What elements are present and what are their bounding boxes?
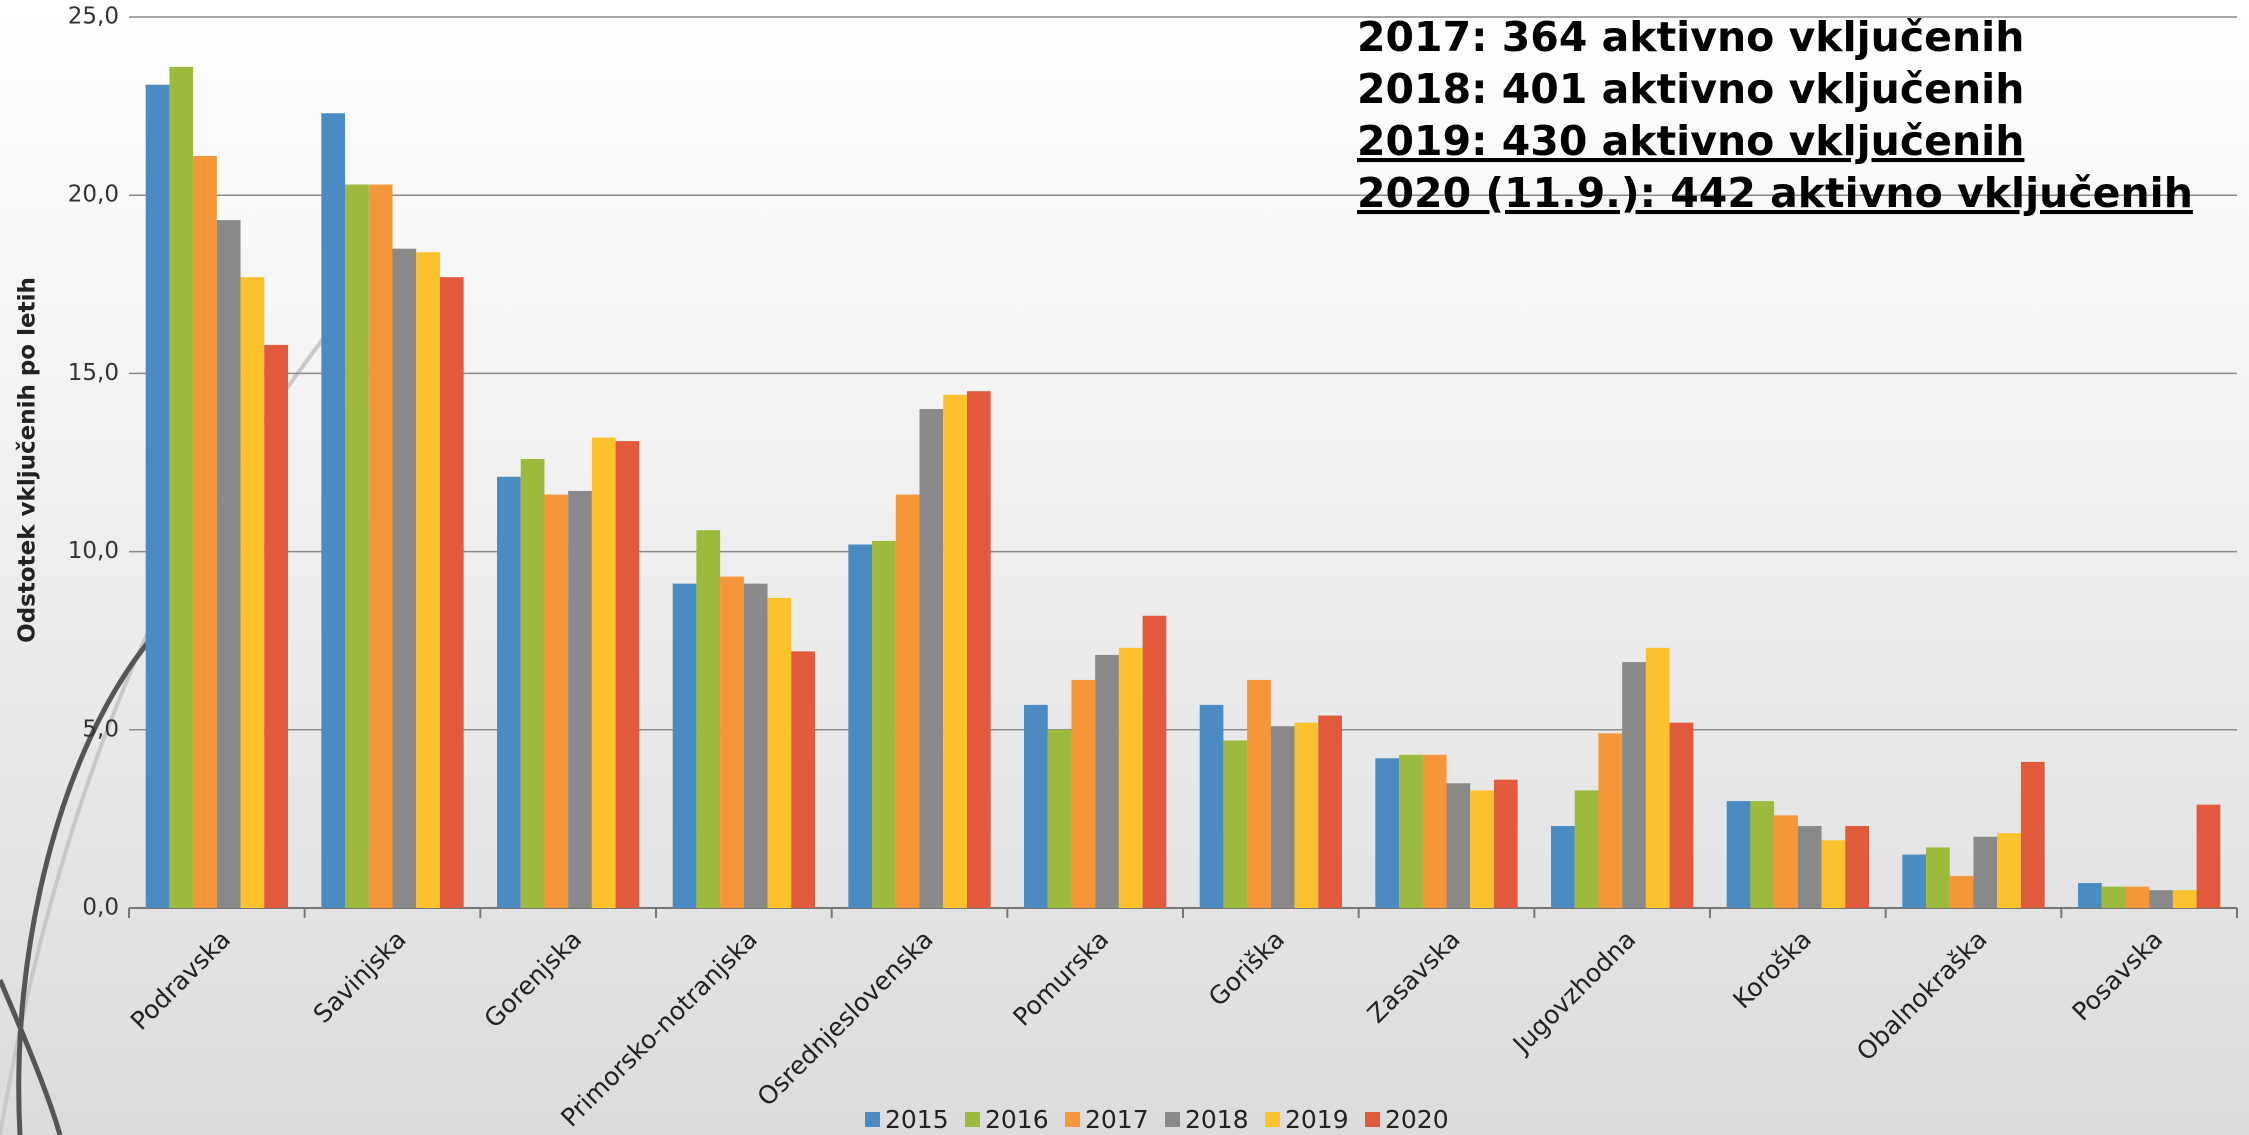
bar — [1247, 679, 1271, 908]
bar — [169, 66, 194, 908]
bar — [568, 491, 592, 908]
bar — [966, 391, 991, 909]
bar — [264, 344, 288, 908]
bar — [767, 597, 792, 908]
legend-label: 2015 — [885, 1105, 949, 1134]
bar — [2172, 890, 2197, 908]
legend-swatch — [1065, 1112, 1080, 1127]
bar — [1446, 783, 1471, 908]
bar — [145, 84, 170, 908]
bar — [1774, 815, 1798, 908]
bar — [1949, 875, 1974, 908]
bar — [497, 476, 521, 908]
bar — [848, 544, 873, 908]
legend-swatch — [965, 1112, 980, 1127]
bar — [720, 576, 744, 908]
bar — [1622, 662, 1646, 908]
bar — [1142, 615, 1167, 908]
legend-swatch — [1265, 1112, 1280, 1127]
bar — [416, 252, 440, 908]
bar — [615, 441, 640, 908]
legend-swatch — [1165, 1112, 1180, 1127]
decoration — [0, 979, 63, 1135]
bar — [895, 494, 920, 908]
y-tick-label: 0,0 — [82, 895, 119, 921]
bar — [1270, 726, 1295, 908]
bar — [2125, 886, 2150, 908]
bar — [1926, 847, 1950, 908]
legend-label: 2016 — [985, 1105, 1049, 1134]
bar — [743, 583, 768, 908]
bar — [1845, 826, 1869, 908]
bar — [1902, 854, 1927, 908]
bar — [2149, 890, 2173, 908]
legend-label: 2020 — [1385, 1105, 1449, 1134]
bar — [1574, 790, 1599, 908]
bar — [1750, 801, 1775, 908]
bar — [591, 437, 616, 908]
bar — [1294, 722, 1319, 908]
bar — [1470, 790, 1494, 908]
bar — [943, 394, 967, 908]
bar — [1223, 740, 1248, 908]
bar — [392, 248, 417, 908]
bar — [872, 540, 896, 908]
bar — [1797, 826, 1822, 908]
bar — [2101, 886, 2126, 908]
bar — [1493, 779, 1518, 908]
annotation: 2019: 430 aktivno vključenih — [1357, 117, 2024, 165]
y-tick-label: 10,0 — [68, 538, 119, 564]
bar — [919, 409, 944, 908]
bar — [216, 220, 241, 908]
bar — [1071, 679, 1096, 908]
bar — [2196, 804, 2221, 908]
legend-label: 2017 — [1085, 1105, 1149, 1134]
legend-swatch — [1365, 1112, 1380, 1127]
bar — [1669, 722, 1694, 908]
bar — [1118, 647, 1143, 908]
bar — [1821, 840, 1846, 908]
annotation: 2018: 401 aktivno vključenih — [1357, 65, 2024, 113]
y-tick-label: 25,0 — [68, 4, 119, 30]
bar — [1024, 704, 1048, 908]
bar — [1973, 836, 1998, 908]
bar — [240, 277, 265, 908]
bar — [1645, 647, 1670, 908]
bar — [193, 155, 217, 909]
legend-swatch — [865, 1112, 880, 1127]
y-axis-label: Odstotek vključenih po letih — [15, 277, 41, 643]
bar — [1997, 833, 2021, 908]
bar — [1318, 715, 1342, 908]
bar — [1047, 729, 1072, 908]
bar — [2020, 761, 2045, 908]
legend-label: 2018 — [1185, 1105, 1249, 1134]
bar — [321, 113, 346, 908]
bar — [2078, 883, 2102, 908]
bar — [696, 530, 721, 908]
legend-label: 2019 — [1285, 1105, 1349, 1134]
bar — [1422, 754, 1447, 908]
bar — [1598, 733, 1623, 908]
bar — [1375, 758, 1400, 908]
annotation: 2017: 364 aktivno vključenih — [1357, 13, 2024, 61]
y-tick-label: 5,0 — [82, 716, 119, 742]
annotation: 2020 (11.9.): 442 aktivno vključenih — [1357, 169, 2193, 217]
bar — [1726, 801, 1751, 908]
bar — [439, 277, 464, 908]
y-tick-label: 15,0 — [68, 360, 119, 386]
bar — [1399, 754, 1423, 908]
bar — [1095, 654, 1119, 908]
bar — [1199, 704, 1224, 908]
bar — [520, 458, 545, 908]
bar — [672, 583, 697, 908]
decoration — [16, 638, 152, 1135]
y-tick-label: 20,0 — [68, 182, 119, 208]
bar — [544, 494, 569, 908]
bar — [791, 651, 815, 908]
bar — [368, 184, 393, 908]
bar — [1551, 826, 1575, 908]
bar — [345, 184, 369, 908]
